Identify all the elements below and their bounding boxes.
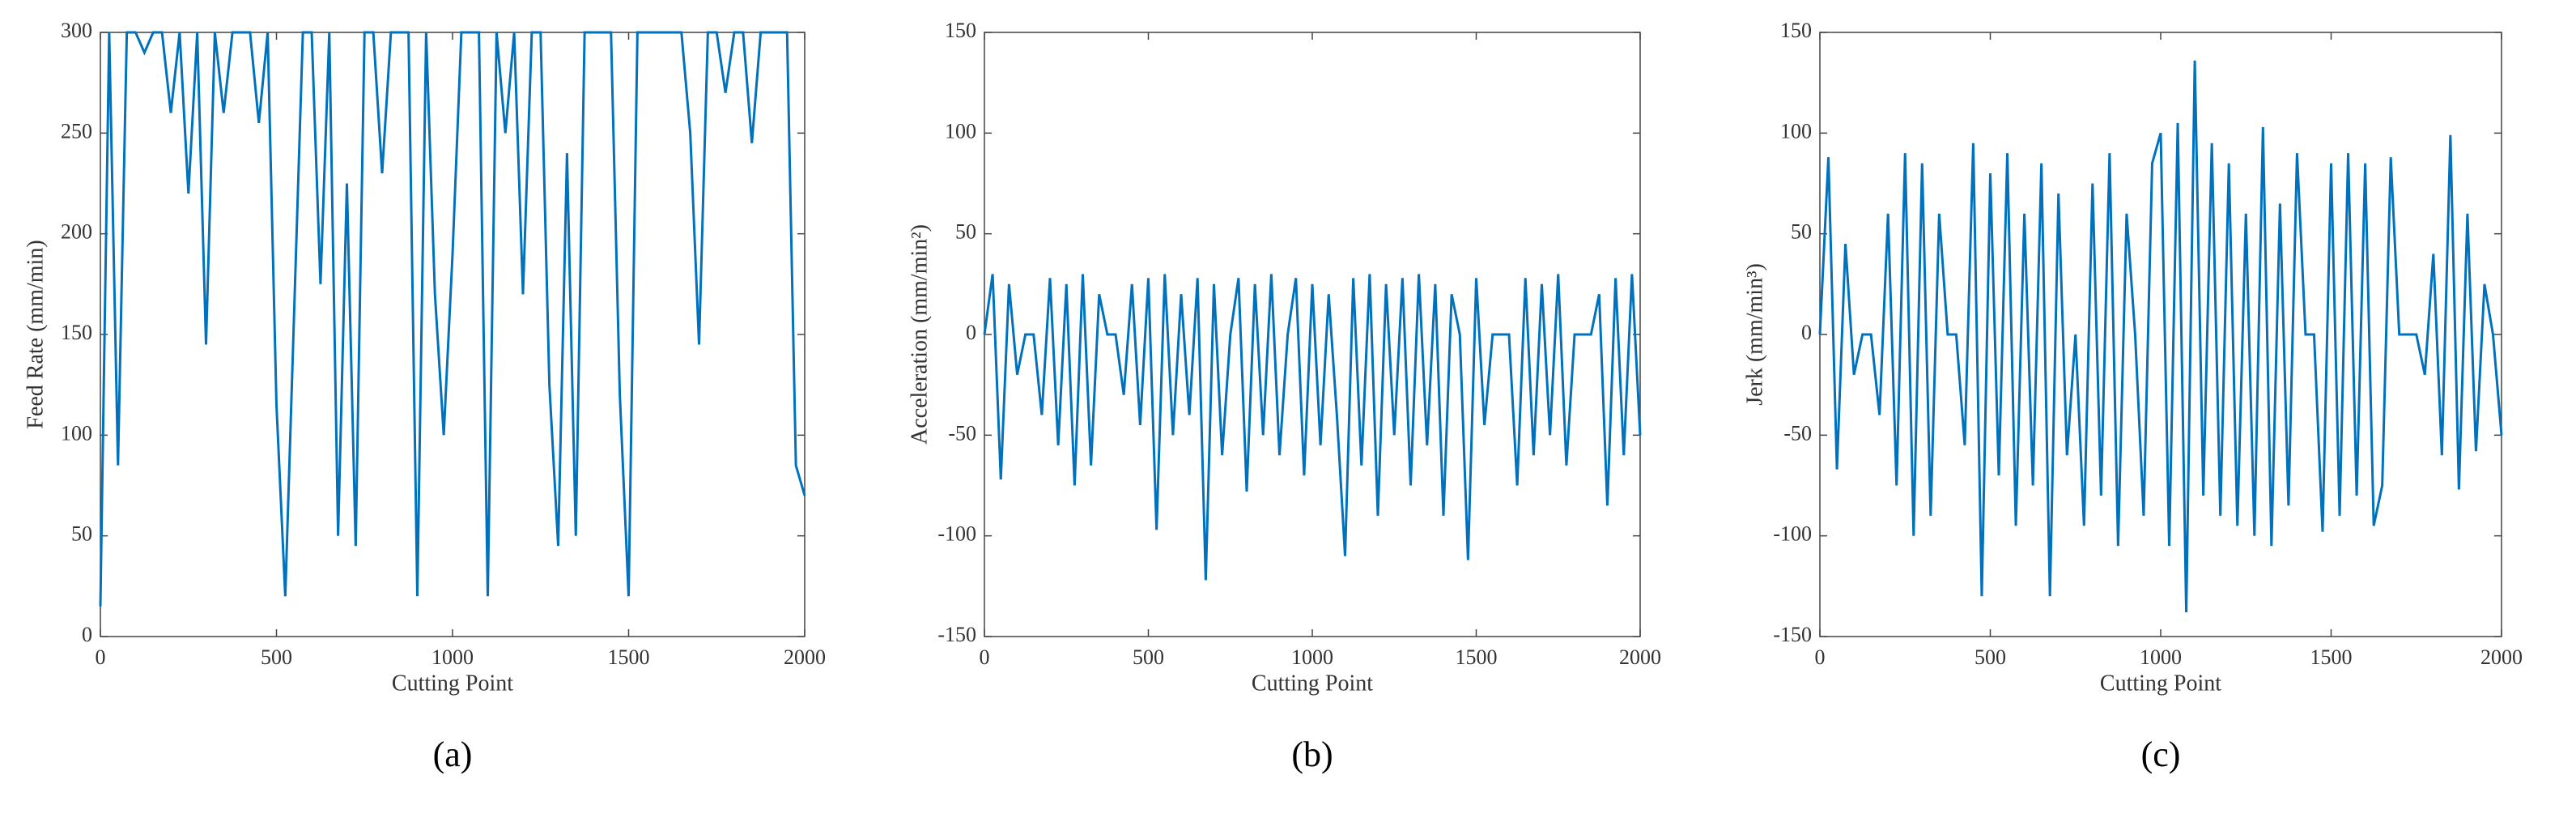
y-tick-label: -150 [1773, 623, 1812, 646]
x-tick-label: 0 [96, 645, 106, 669]
y-tick-label: 100 [1780, 119, 1812, 143]
y-axis-label: Jerk (mm/min³) [1742, 263, 1767, 406]
axes-frame [984, 32, 1641, 637]
x-tick-label: 1000 [431, 645, 474, 669]
y-tick-label: 50 [955, 220, 976, 244]
y-tick-label: 0 [82, 623, 92, 646]
data-line [983, 274, 1642, 581]
panel-label: (c) [2141, 735, 2181, 774]
y-tick-label: 50 [1791, 220, 1812, 244]
y-tick-label: 0 [966, 321, 976, 344]
y-tick-label: 200 [61, 220, 92, 244]
x-tick-label: 2000 [1619, 645, 1661, 669]
y-tick-label: 250 [61, 119, 92, 143]
data-line [99, 31, 806, 607]
y-tick-label: 0 [1801, 321, 1812, 344]
x-tick-label: 500 [1133, 645, 1164, 669]
y-tick-label: 150 [61, 321, 92, 344]
y-tick-label: -50 [1783, 421, 1812, 445]
y-tick-label: -50 [948, 421, 976, 445]
x-tick-label: 2000 [2480, 645, 2523, 669]
y-tick-label: -100 [1773, 522, 1812, 546]
x-axis-label: Cutting Point [392, 671, 513, 696]
x-tick-label: 0 [1815, 645, 1826, 669]
y-tick-label: 100 [61, 421, 92, 445]
y-tick-label: 300 [61, 19, 92, 42]
x-tick-label: 500 [261, 645, 292, 669]
y-tick-label: 100 [945, 119, 976, 143]
x-tick-label: 0 [980, 645, 990, 669]
x-tick-label: 1500 [1456, 645, 1498, 669]
y-tick-label: 50 [71, 522, 92, 546]
x-tick-label: 2000 [784, 645, 826, 669]
data-line [1818, 60, 2503, 613]
x-tick-label: 1000 [1291, 645, 1333, 669]
panel-label: (b) [1291, 735, 1333, 774]
y-tick-label: 150 [945, 19, 976, 42]
x-tick-label: 1000 [2140, 645, 2182, 669]
y-axis-label: Acceleration (mm/min²) [907, 224, 932, 445]
y-tick-label: 150 [1780, 19, 1812, 42]
x-tick-label: 500 [1975, 645, 2006, 669]
x-axis-label: Cutting Point [1252, 671, 1373, 696]
x-tick-label: 1500 [608, 645, 650, 669]
panel-label: (a) [433, 735, 473, 774]
y-tick-label: -150 [937, 623, 976, 646]
x-axis-label: Cutting Point [2100, 671, 2221, 696]
y-tick-label: -100 [937, 522, 976, 546]
x-tick-label: 1500 [2310, 645, 2353, 669]
y-axis-label: Feed Rate (mm/min) [23, 240, 48, 428]
